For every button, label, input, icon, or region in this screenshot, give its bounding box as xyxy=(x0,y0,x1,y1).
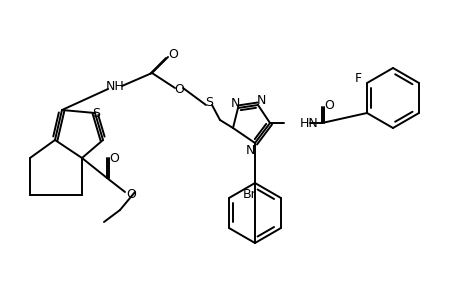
Text: HN: HN xyxy=(299,116,318,130)
Text: NH: NH xyxy=(106,80,124,92)
Text: F: F xyxy=(354,71,361,85)
Text: O: O xyxy=(109,152,119,164)
Text: O: O xyxy=(168,47,178,61)
Text: N: N xyxy=(230,97,239,110)
Text: Br: Br xyxy=(243,188,256,202)
Text: O: O xyxy=(323,98,333,112)
Text: S: S xyxy=(205,95,213,109)
Text: S: S xyxy=(92,106,100,119)
Text: N: N xyxy=(245,143,254,157)
Text: O: O xyxy=(174,82,184,95)
Text: N: N xyxy=(256,94,265,106)
Text: O: O xyxy=(126,188,136,200)
